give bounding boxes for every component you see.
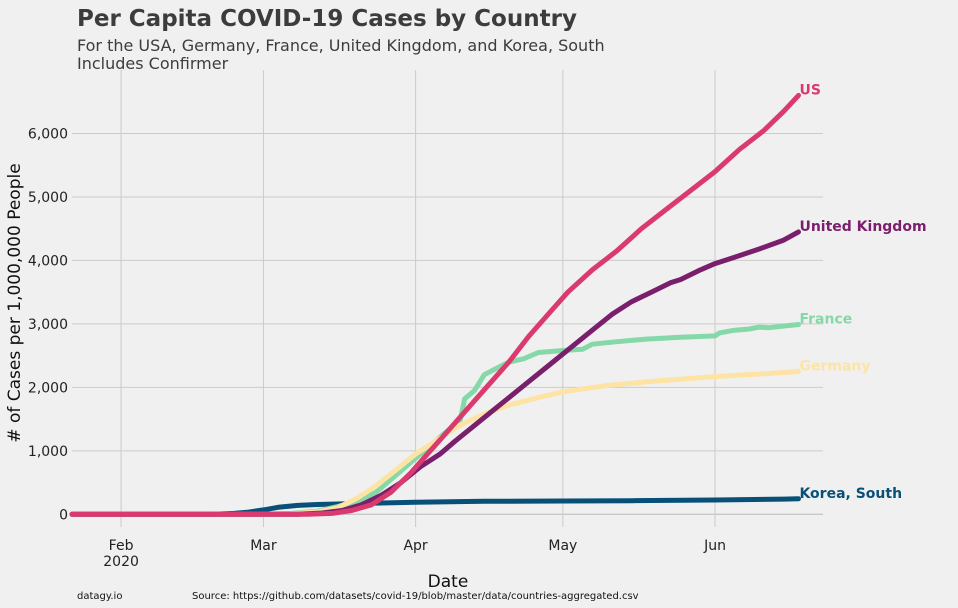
series-label-us: US [799,82,820,98]
x-tick-label: May [548,538,577,554]
chart-title: Per Capita COVID-19 Cases by Country [77,6,577,32]
series-lines [69,92,801,517]
y-tick-label: 1,000 [28,444,68,460]
series-label-united-kingdom: United Kingdom [799,219,926,235]
x-tick-label: Jun [703,538,726,554]
y-tick-label: 4,000 [28,253,68,269]
series-label-france: France [799,312,852,328]
footer-source: Source: https://github.com/datasets/covi… [192,591,639,602]
y-tick-label: 2,000 [28,380,68,396]
series-line-france [69,322,801,517]
chart-subtitle-line-2: Includes Confirmer [77,54,229,73]
y-tick-label: 0 [59,507,68,523]
gridlines [72,70,823,527]
series-labels: Korea, South France Germany United Kingdom U… [799,82,926,501]
x-axis-label: Date [428,572,469,592]
series-line-united-kingdom [69,229,801,517]
x-tick-label: Apr [403,538,427,554]
footer-credit: datagy.io [77,591,122,602]
y-tick-label: 3,000 [28,317,68,333]
series-label-korea-south: Korea, South [799,486,902,502]
y-axis-ticks: 0 1,000 2,000 3,000 4,000 5,000 6,000 [28,126,68,523]
x-tick-sublabel: 2020 [103,554,139,570]
series-label-germany: Germany [799,358,870,374]
y-axis-label: # of Cases per 1,000,000 People [5,163,25,442]
y-tick-label: 6,000 [28,126,68,142]
y-tick-label: 5,000 [28,190,68,206]
series-line-us [69,92,801,517]
chart-subtitle-line-1: For the USA, Germany, France, United Kin… [77,36,605,55]
x-tick-label: Feb [109,538,134,554]
x-tick-label: Mar [250,538,277,554]
